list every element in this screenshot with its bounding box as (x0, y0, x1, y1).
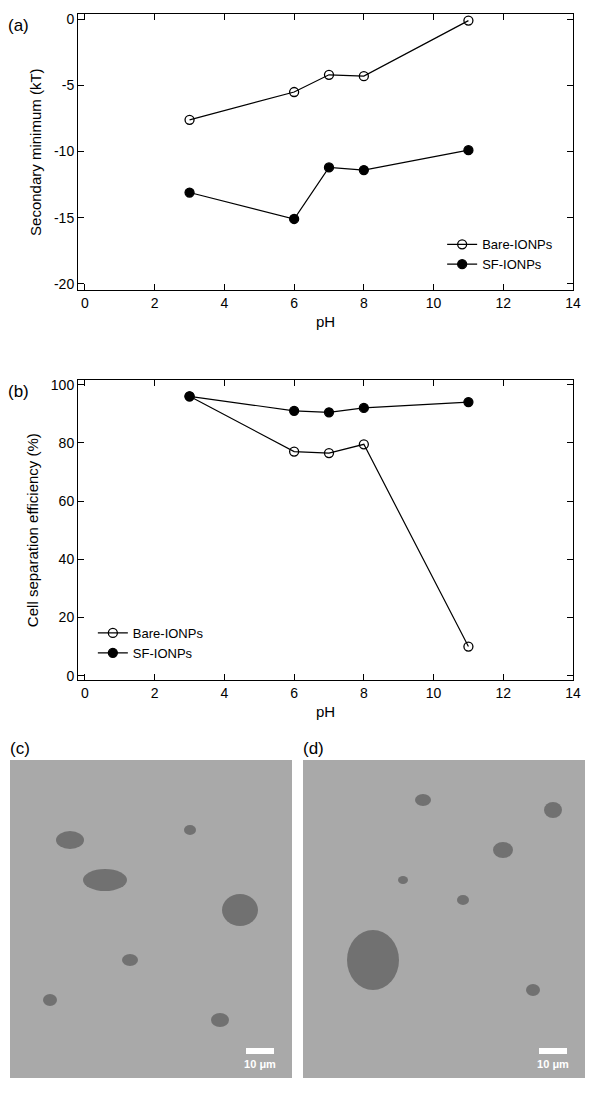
svg-text:20: 20 (59, 609, 75, 625)
svg-text:60: 60 (59, 493, 75, 509)
svg-text:-10: -10 (54, 143, 74, 159)
svg-text:10: 10 (426, 685, 442, 701)
svg-text:12: 12 (495, 295, 511, 311)
svg-text:6: 6 (290, 685, 298, 701)
svg-text:4: 4 (221, 685, 229, 701)
svg-text:SF-IONPs: SF-IONPs (482, 257, 542, 272)
svg-text:6: 6 (290, 295, 298, 311)
svg-text:0: 0 (81, 295, 89, 311)
svg-text:10: 10 (426, 295, 442, 311)
svg-text:-15: -15 (54, 210, 74, 226)
svg-text:80: 80 (59, 435, 75, 451)
svg-text:8: 8 (360, 295, 368, 311)
svg-text:SF-IONPs: SF-IONPs (133, 646, 193, 661)
svg-text:40: 40 (59, 551, 75, 567)
svg-text:(b): (b) (8, 382, 29, 401)
svg-text:8: 8 (360, 685, 368, 701)
svg-text:14: 14 (565, 295, 581, 311)
svg-text:10 μm: 10 μm (537, 1058, 569, 1070)
svg-text:pH: pH (316, 313, 335, 330)
svg-text:2: 2 (151, 295, 159, 311)
html-text:(c): (c) (10, 739, 30, 758)
svg-text:0: 0 (66, 11, 74, 27)
svg-text:14: 14 (565, 685, 581, 701)
svg-text:Cell separation efficiency (%): Cell separation efficiency (%) (24, 433, 41, 627)
svg-text:0: 0 (81, 685, 89, 701)
svg-text:100: 100 (51, 377, 75, 393)
svg-text:Bare-IONPs: Bare-IONPs (133, 626, 204, 641)
svg-text:12: 12 (495, 685, 511, 701)
svg-text:pH: pH (316, 703, 335, 720)
svg-text:(a): (a) (8, 16, 29, 35)
svg-text:Secondary minimum (kT): Secondary minimum (kT) (27, 68, 44, 236)
svg-text:4: 4 (221, 295, 229, 311)
html-text:(d): (d) (303, 739, 324, 758)
svg-text:10 μm: 10 μm (244, 1058, 276, 1070)
svg-text:2: 2 (151, 685, 159, 701)
svg-text:-20: -20 (54, 276, 74, 292)
svg-text:0: 0 (66, 668, 74, 684)
svg-text:Bare-IONPs: Bare-IONPs (482, 237, 553, 252)
svg-text:-5: -5 (62, 77, 75, 93)
